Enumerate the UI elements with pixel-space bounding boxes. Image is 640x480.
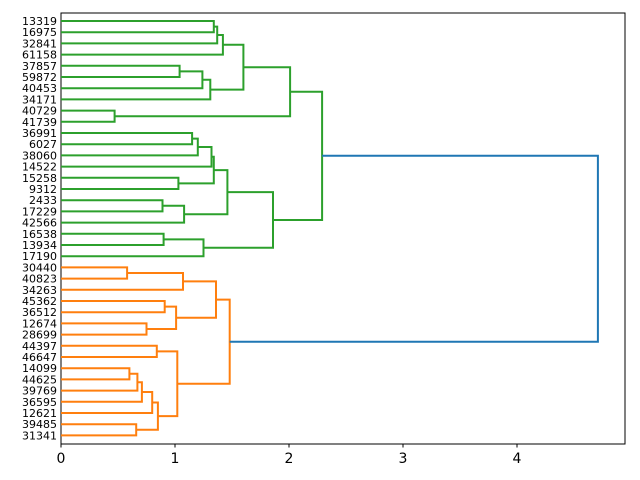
leaf-label: 45362 [22,295,57,308]
dendrogram-link-orange [61,266,129,280]
leaf-label: 31341 [22,429,57,442]
x-axis-tick-label: 0 [57,451,66,467]
x-axis-tick-label: 1 [171,451,180,467]
leaf-label: 39769 [22,385,57,398]
plot-border [60,12,626,445]
dendrogram-link-orange [61,372,139,392]
dendrogram-link-green [61,176,180,190]
dendrogram-link-green [61,70,204,90]
dendrogram-link-green [61,137,199,157]
dendrogram-link-green [61,238,205,258]
dendrogram-link-orange [136,401,159,431]
leaf-label: 16538 [22,228,57,241]
dendrogram-link-green [61,20,215,34]
dendrogram-link-blue [229,154,599,343]
dendrogram-link-green [203,191,274,249]
dendrogram-link-orange [177,298,231,385]
dendrogram-link-orange [61,322,148,336]
leaf-label: 38060 [22,149,57,162]
leaf-label: 16975 [22,26,57,39]
leaf-label: 13934 [22,239,57,252]
dendrogram-link-green [61,25,219,45]
leaf-label: 34263 [22,284,57,297]
dendrogram-link-green [61,109,116,123]
leaf-label: 12621 [22,407,57,420]
dendrogram-link-green [210,43,245,91]
leaf-label: 40729 [22,105,57,118]
leaf-label: 30440 [22,261,57,274]
x-axis-tick-label: 3 [399,451,408,467]
x-axis-tick-label: 4 [513,451,522,467]
dendrogram-link-green [178,155,215,185]
leaf-label: 40823 [22,273,57,286]
leaf-label: 15258 [22,172,57,185]
dendrogram-link-orange [146,305,178,330]
dendrogram-link-green [61,64,181,78]
dendrogram-link-orange [156,350,179,418]
leaf-label: 59872 [22,71,57,84]
leaf-label: 41739 [22,116,57,129]
leaf-label: 61158 [22,49,57,62]
leaf-label: 36595 [22,396,57,409]
dendrogram-link-orange [61,367,131,381]
dendrogram-link-green [61,34,224,56]
dendrogram-link-green [61,132,194,146]
dendrogram-link-orange [61,272,184,291]
leaf-label: 28699 [22,329,57,342]
leaf-label: 14522 [22,161,57,174]
dendrogram-link-orange [61,344,158,358]
leaf-label: 40453 [22,82,57,95]
leaf-label: 9312 [29,183,57,196]
x-axis-tick-label: 2 [285,451,294,467]
leaf-label: 34171 [22,93,57,106]
dendrogram-link-green [61,204,186,224]
leaf-label: 44625 [22,373,57,386]
leaf-label: 42566 [22,217,57,230]
leaf-label: 32841 [22,37,57,50]
leaf-label: 13319 [22,15,57,28]
leaf-label: 36512 [22,306,57,319]
dendrogram-link-orange [61,300,166,314]
dendrogram-link-green [61,78,212,101]
dendrogram-link-orange [61,381,143,403]
dendrogram-link-green [184,169,229,216]
leaf-label: 36991 [22,127,57,140]
leaf-label: 2433 [29,194,57,207]
leaf-label: 17229 [22,205,57,218]
dendrogram-link-orange [61,423,138,437]
leaf-label: 17190 [22,250,57,263]
leaf-label: 12674 [22,317,57,330]
dendrogram-link-green [61,146,213,168]
leaf-label: 6027 [29,138,57,151]
dendrogram-link-green [61,199,164,213]
dendrogram-link-green [273,90,324,221]
leaf-label: 37857 [22,60,57,73]
leaf-label: 44397 [22,340,57,353]
dendrogram-link-green [61,232,165,246]
leaf-label: 14099 [22,362,57,375]
leaf-label: 39485 [22,418,57,431]
leaf-label: 46647 [22,351,57,364]
